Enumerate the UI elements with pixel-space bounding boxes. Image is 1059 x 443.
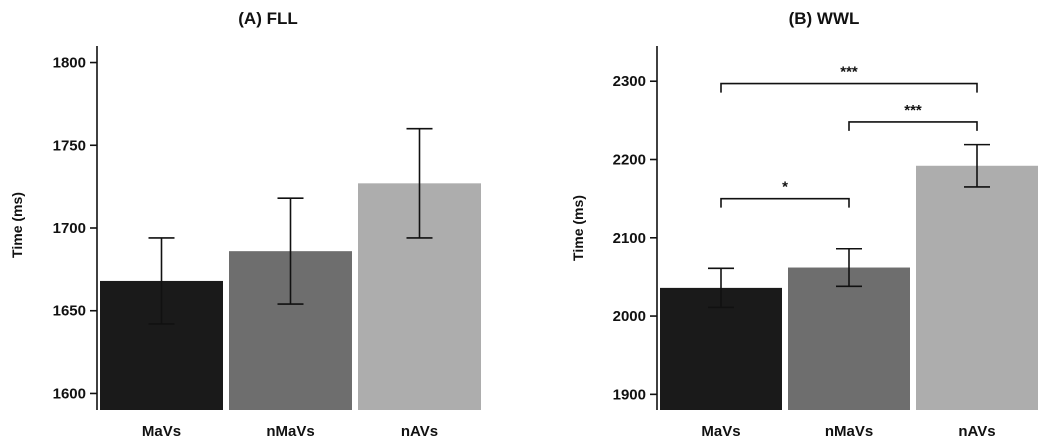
category-label: nAVs bbox=[401, 423, 438, 440]
category-label: nAVs bbox=[958, 423, 995, 440]
significance-bracket bbox=[720, 197, 850, 208]
category-label: nMaVs bbox=[266, 423, 314, 440]
panel-title: (A) FLL bbox=[238, 9, 297, 28]
significance-label: *** bbox=[840, 64, 858, 81]
y-axis-label: Time (ms) bbox=[570, 195, 586, 261]
bar-nmavs bbox=[788, 267, 910, 410]
y-tick-label: 1650 bbox=[53, 303, 86, 320]
panel-fll: (A) FLL Time (ms) 1600 1650 1700 1750 1800 Ma… bbox=[9, 9, 481, 440]
significance-label: *** bbox=[904, 102, 922, 119]
significance-bracket bbox=[720, 82, 978, 93]
category-label: MaVs bbox=[701, 423, 740, 440]
bar-navs bbox=[916, 165, 1038, 410]
y-tick-label: 1750 bbox=[53, 137, 86, 154]
y-tick-label: 1700 bbox=[53, 220, 86, 237]
category-label: MaVs bbox=[142, 423, 181, 440]
y-tick-label: 2000 bbox=[613, 308, 646, 325]
category-label: nMaVs bbox=[825, 423, 873, 440]
y-tick-label: 2100 bbox=[613, 230, 646, 247]
significance-bracket bbox=[848, 121, 978, 131]
y-tick-label: 1600 bbox=[53, 385, 86, 402]
y-tick-label: 1800 bbox=[53, 55, 86, 72]
y-tick-label: 1900 bbox=[613, 386, 646, 403]
y-tick-label: 2200 bbox=[613, 152, 646, 169]
y-tick-label: 2300 bbox=[613, 73, 646, 90]
panel-title: (B) WWL bbox=[789, 9, 860, 28]
panel-wwl: (B) WWL Time (ms) 1900 2000 2100 2200 2300 Ma… bbox=[570, 9, 1038, 440]
y-axis-label: Time (ms) bbox=[9, 192, 25, 258]
significance-label: * bbox=[782, 179, 788, 196]
